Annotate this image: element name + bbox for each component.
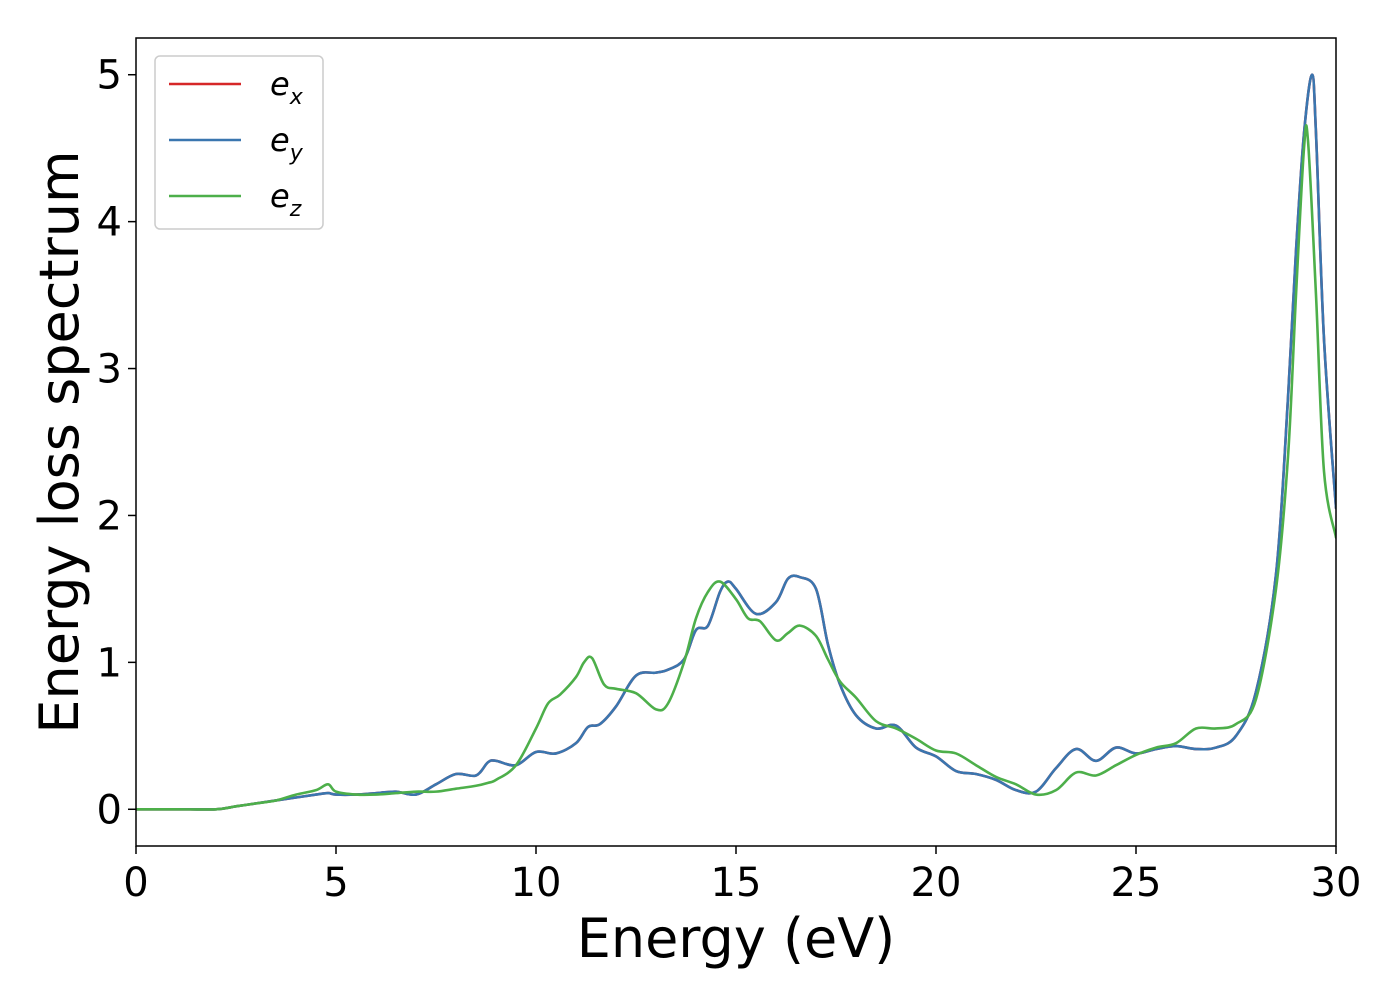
legend-label-subscript: z: [289, 197, 302, 222]
legend-box: [154, 55, 324, 230]
y-axis-label: Energy loss spectrum: [28, 150, 91, 733]
legend-label-ey: ey: [270, 121, 304, 166]
y-tick-label: 5: [97, 53, 122, 99]
x-tick-label: 10: [511, 860, 562, 906]
x-tick-label: 30: [1311, 860, 1362, 906]
series-layer: [136, 73, 1336, 811]
y-tick-label: 4: [97, 200, 122, 246]
legend-label-ex: ex: [270, 65, 304, 110]
x-tick-label: 5: [323, 860, 348, 906]
x-tick-label: 0: [123, 860, 148, 906]
y-tick-label: 0: [97, 787, 122, 833]
x-tick-label: 20: [911, 860, 962, 906]
x-axis-ticks: 0 5 10 15 20 25 30: [123, 846, 1361, 906]
y-axis-ticks: 0 1 2 3 4 5: [97, 53, 136, 833]
x-tick-label: 25: [1111, 860, 1162, 906]
legend-label-subscript: x: [289, 85, 304, 110]
y-tick-label: 1: [97, 640, 122, 686]
legend-label-base: e: [270, 121, 290, 159]
legend-label-base: e: [270, 65, 290, 103]
legend-label-subscript: y: [289, 141, 304, 166]
legend-label-base: e: [270, 177, 290, 215]
y-tick-label: 3: [97, 347, 122, 393]
x-tick-label: 15: [711, 860, 762, 906]
legend-label-ez: ez: [270, 177, 302, 222]
series-line-ez: [136, 124, 1336, 811]
x-axis-label: Energy (eV): [577, 907, 896, 970]
y-tick-label: 2: [97, 493, 122, 539]
